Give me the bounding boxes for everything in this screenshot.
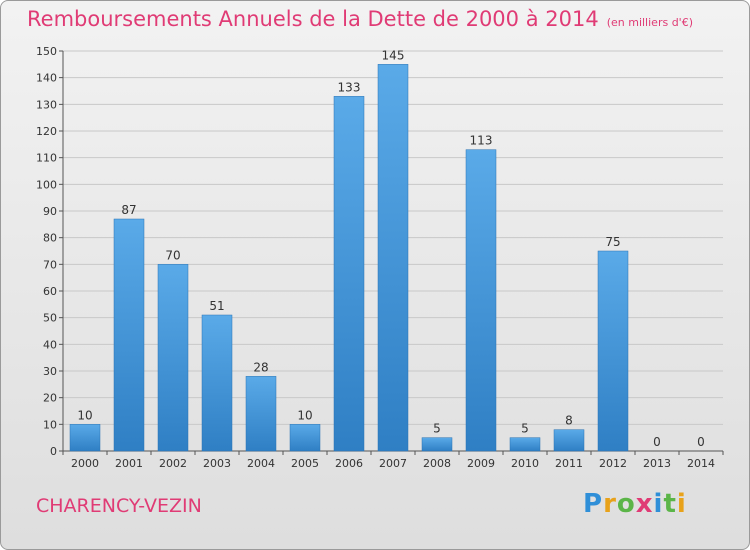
bar-2008 xyxy=(421,437,453,452)
commune-name: CHARENCY-VEZIN xyxy=(36,495,202,517)
bar-2006 xyxy=(333,96,365,452)
proxiti-logo: Proxiti xyxy=(583,489,687,519)
data-label-2013: 0 xyxy=(653,435,661,449)
x-tick-label-2004: 2004 xyxy=(247,457,275,470)
bar-2012 xyxy=(597,250,629,452)
bar-2004 xyxy=(245,376,277,452)
y-tick-label: 120 xyxy=(36,125,57,138)
data-label-2005: 10 xyxy=(297,408,312,422)
x-tick-label-2006: 2006 xyxy=(335,457,363,470)
y-tick-label: 50 xyxy=(43,312,57,325)
y-tick-label: 130 xyxy=(36,98,57,111)
y-tick-label: 150 xyxy=(36,45,57,58)
data-label-2007: 145 xyxy=(382,48,405,62)
y-tick-label: 140 xyxy=(36,72,57,85)
data-label-2002: 70 xyxy=(165,248,180,262)
x-tick-label-2014: 2014 xyxy=(687,457,715,470)
x-tick-label-2003: 2003 xyxy=(203,457,231,470)
x-tick-label-2000: 2000 xyxy=(71,457,99,470)
x-tick-label-2012: 2012 xyxy=(599,457,627,470)
y-tick-label: 100 xyxy=(36,178,57,191)
bar-2009 xyxy=(465,149,497,452)
x-tick-label-2005: 2005 xyxy=(291,457,319,470)
y-tick-label: 110 xyxy=(36,152,57,165)
x-tick-label-2009: 2009 xyxy=(467,457,495,470)
bar-2000 xyxy=(69,424,101,452)
labels: 0102030405060708090100110120130140150102… xyxy=(36,45,715,470)
data-label-2004: 28 xyxy=(253,360,268,374)
chart-title: Remboursements Annuels de la Dette de 20… xyxy=(27,7,693,31)
x-tick-label-2011: 2011 xyxy=(555,457,583,470)
y-tick-label: 60 xyxy=(43,285,57,298)
bars xyxy=(69,64,629,452)
y-tick-label: 90 xyxy=(43,205,57,218)
data-label-2003: 51 xyxy=(209,299,224,313)
y-tick-label: 80 xyxy=(43,232,57,245)
y-tick-label: 70 xyxy=(43,258,57,271)
data-label-2006: 133 xyxy=(338,80,361,94)
y-tick-label: 20 xyxy=(43,392,57,405)
bar-2007 xyxy=(377,64,409,452)
data-label-2008: 5 xyxy=(433,422,441,436)
bar-2003 xyxy=(201,314,233,452)
y-tick-label: 0 xyxy=(50,445,57,458)
y-tick-label: 30 xyxy=(43,365,57,378)
data-label-2012: 75 xyxy=(605,235,620,249)
x-tick-label-2002: 2002 xyxy=(159,457,187,470)
x-tick-label-2007: 2007 xyxy=(379,457,407,470)
data-label-2000: 10 xyxy=(77,408,92,422)
x-tick-label-2010: 2010 xyxy=(511,457,539,470)
y-tick-label: 10 xyxy=(43,418,57,431)
x-tick-label-2008: 2008 xyxy=(423,457,451,470)
bar-2001 xyxy=(113,218,145,452)
x-tick-label-2001: 2001 xyxy=(115,457,143,470)
bar-2005 xyxy=(289,424,321,452)
title-unit: (en milliers d'€) xyxy=(606,16,693,29)
bar-2011 xyxy=(553,429,585,452)
x-tick-label-2013: 2013 xyxy=(643,457,671,470)
data-label-2001: 87 xyxy=(121,203,136,217)
data-label-2009: 113 xyxy=(470,134,493,148)
y-tick-label: 40 xyxy=(43,338,57,351)
bar-2002 xyxy=(157,264,189,452)
data-label-2010: 5 xyxy=(521,422,529,436)
data-label-2011: 8 xyxy=(565,414,573,428)
title-text: Remboursements Annuels de la Dette de 20… xyxy=(27,7,599,31)
bar-2010 xyxy=(509,437,541,452)
data-label-2014: 0 xyxy=(697,435,705,449)
